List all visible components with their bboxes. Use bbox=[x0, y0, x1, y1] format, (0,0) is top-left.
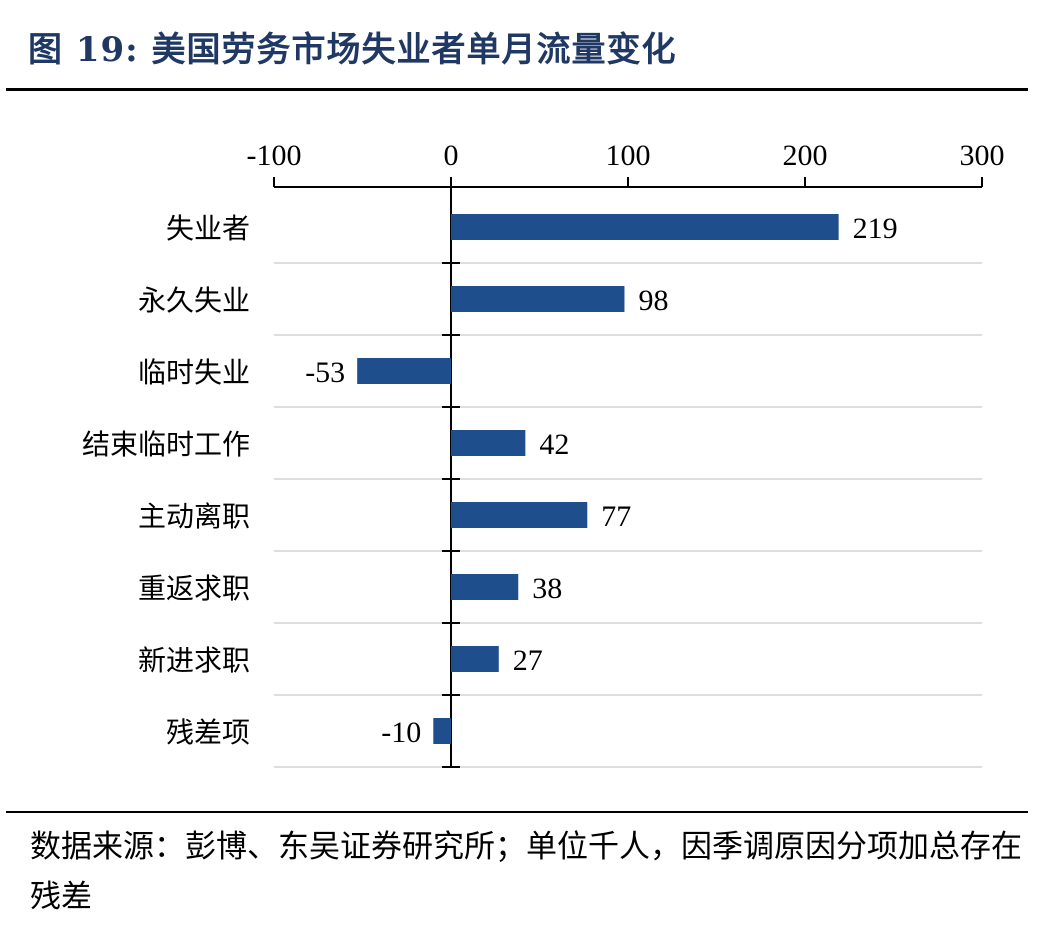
data-label: 38 bbox=[532, 572, 562, 605]
source-note: 数据来源：彭博、东吴证券研究所；单位千人，因季调原因分项加总存在残差 bbox=[30, 829, 1022, 915]
bar bbox=[451, 502, 588, 528]
data-label: 219 bbox=[853, 212, 898, 245]
data-label: -10 bbox=[381, 716, 421, 749]
category-label: 失业者 bbox=[166, 212, 250, 245]
data-label: 27 bbox=[513, 644, 543, 677]
data-label: -53 bbox=[305, 356, 345, 389]
data-label: 98 bbox=[638, 284, 668, 317]
category-label: 主动离职 bbox=[138, 500, 250, 533]
bar bbox=[451, 286, 625, 312]
bar bbox=[357, 358, 451, 384]
bar bbox=[451, 430, 526, 456]
x-tick-label: 0 bbox=[444, 139, 459, 172]
figure-title: 图 19: 美国劳务市场失业者单月流量变化 bbox=[28, 30, 677, 70]
bar bbox=[433, 718, 451, 744]
bar-chart: -100 0 100 200 300 失业者 219 永久失业 98 临时失业 -53 结束临时工作 4… bbox=[82, 139, 1005, 768]
bar bbox=[451, 574, 519, 600]
category-label: 结束临时工作 bbox=[82, 428, 250, 461]
category-label: 新进求职 bbox=[138, 644, 250, 677]
bar bbox=[451, 214, 839, 240]
footer-divider bbox=[6, 811, 1028, 813]
category-label: 重返求职 bbox=[138, 572, 250, 605]
data-label: 77 bbox=[601, 500, 631, 533]
category-label: 临时失业 bbox=[138, 356, 250, 389]
x-tick-label: -100 bbox=[247, 139, 302, 172]
category-label: 永久失业 bbox=[138, 284, 250, 317]
category-label: 残差项 bbox=[166, 716, 250, 749]
title-divider bbox=[6, 88, 1028, 91]
x-tick-label: 300 bbox=[960, 139, 1005, 172]
x-tick-label: 200 bbox=[783, 139, 828, 172]
bar bbox=[451, 646, 499, 672]
data-label: 42 bbox=[539, 428, 569, 461]
x-tick-label: 100 bbox=[606, 139, 651, 172]
